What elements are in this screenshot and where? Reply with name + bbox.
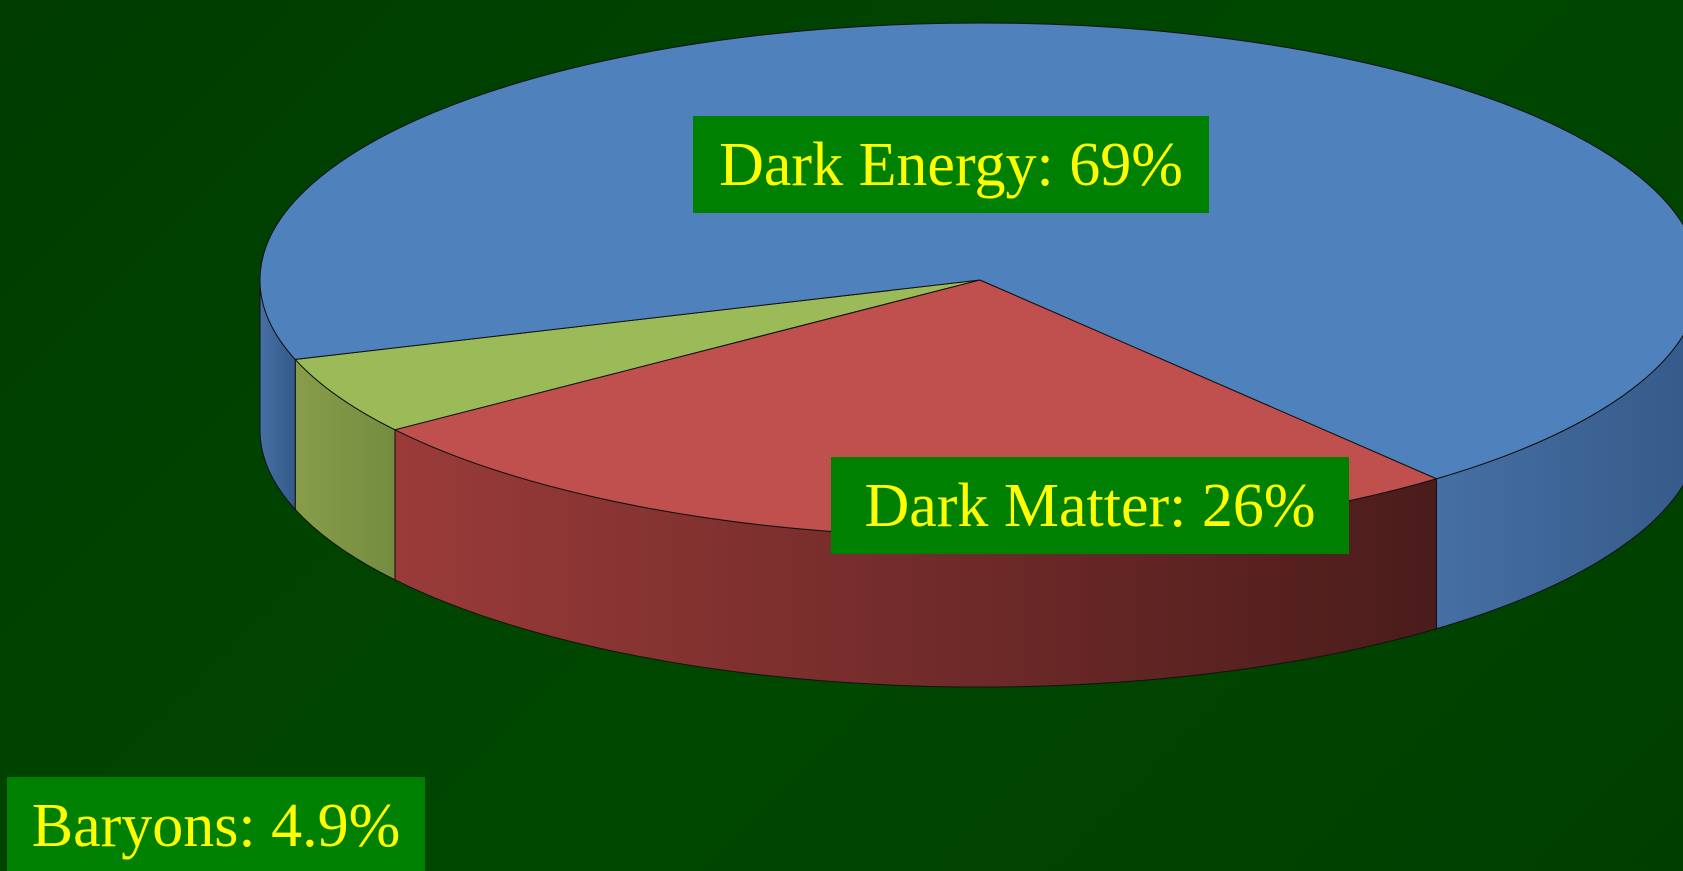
slice-dark-energy xyxy=(259,22,1683,480)
baryons-label: Baryons: 4.9% xyxy=(7,777,425,871)
slice-baryons xyxy=(294,279,981,431)
dark-matter-label: Dark Matter: 26% xyxy=(831,457,1349,554)
dark-energy-label: Dark Energy: 69% xyxy=(693,116,1209,213)
pie-sides xyxy=(259,279,1683,688)
